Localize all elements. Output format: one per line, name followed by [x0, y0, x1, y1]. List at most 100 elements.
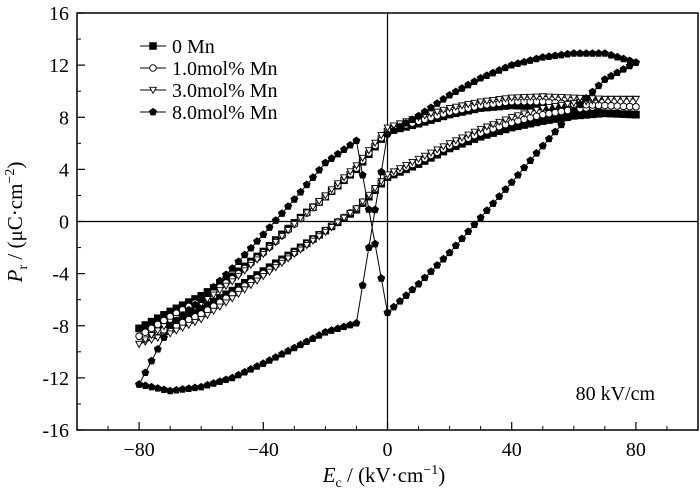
data-point [147, 382, 156, 391]
data-point [321, 228, 330, 237]
data-point [364, 147, 373, 155]
data-point [253, 237, 262, 245]
data-point [284, 346, 293, 355]
data-point [265, 244, 274, 253]
legend-item: 1.0mol% Mn [140, 58, 278, 80]
data-point [445, 140, 454, 148]
data-point [451, 137, 460, 145]
data-point [600, 49, 609, 57]
data-point [532, 118, 541, 127]
data-point [166, 330, 175, 338]
data-point [613, 68, 622, 77]
data-point [538, 93, 547, 101]
data-point [588, 49, 597, 57]
data-point [197, 316, 206, 324]
data-point [445, 90, 454, 99]
data-point [383, 124, 392, 132]
data-point [458, 234, 467, 243]
data-point [557, 94, 566, 102]
data-point [619, 102, 628, 111]
data-point [389, 122, 398, 130]
data-point [178, 311, 187, 319]
data-point [383, 308, 392, 317]
data-point [451, 87, 460, 96]
x-tick-label: −80 [123, 439, 154, 461]
data-point [402, 291, 411, 299]
data-point [333, 149, 342, 158]
legend-label: 8.0mol% Mn [172, 102, 278, 124]
data-point [557, 101, 566, 110]
data-point [290, 343, 299, 352]
data-point [489, 68, 498, 77]
data-point [420, 273, 429, 282]
data-point [489, 96, 498, 105]
data-point [259, 230, 268, 238]
data-point [346, 140, 355, 149]
data-point [327, 224, 336, 232]
data-point [545, 116, 553, 124]
data-point [426, 103, 435, 111]
data-point [482, 206, 491, 214]
y-tick-label: -16 [42, 420, 69, 442]
data-point [321, 192, 330, 200]
data-point [513, 112, 522, 120]
data-point [507, 94, 516, 102]
data-point [613, 102, 622, 110]
data-point [290, 221, 299, 229]
data-point [613, 52, 622, 61]
data-point [215, 303, 224, 311]
data-point [184, 384, 193, 392]
data-point [203, 289, 212, 297]
data-point [190, 383, 199, 392]
data-point [315, 233, 324, 241]
data-point [495, 118, 504, 127]
legend-label: 3.0mol% Mn [172, 80, 278, 102]
x-tick-label: 80 [626, 439, 646, 461]
data-point [190, 319, 200, 327]
data-point [371, 185, 380, 193]
data-point [557, 120, 566, 129]
data-point [383, 171, 392, 179]
legend: 0 Mn1.0mol% Mn3.0mol% Mn8.0mol% Mn [140, 36, 278, 124]
data-point [228, 295, 237, 303]
data-point [619, 95, 628, 104]
data-point [290, 250, 299, 259]
data-point [495, 96, 504, 104]
data-point [315, 198, 324, 206]
data-point [532, 93, 541, 101]
data-point [433, 261, 442, 269]
data-point [551, 51, 560, 60]
data-point [153, 320, 162, 329]
data-point [619, 110, 628, 118]
data-point [632, 110, 640, 119]
data-point [451, 241, 460, 250]
data-point [166, 321, 175, 330]
data-point [625, 61, 634, 70]
data-point [159, 385, 168, 393]
data-point [228, 278, 237, 286]
legend-item: 8.0mol% Mn [140, 102, 278, 124]
data-point [557, 50, 566, 59]
data-point [240, 250, 249, 259]
data-point [148, 107, 158, 116]
legend-label: 0 Mn [172, 36, 215, 58]
data-point [364, 243, 373, 251]
data-point [178, 324, 187, 333]
data-point [147, 356, 156, 365]
data-point [135, 332, 143, 340]
data-point [526, 108, 535, 117]
data-point [588, 87, 597, 96]
legend-item: 0 Mn [140, 36, 215, 58]
data-point [308, 334, 317, 342]
data-point [253, 277, 262, 285]
data-point [209, 291, 218, 299]
data-point [358, 154, 367, 163]
data-point [495, 192, 504, 200]
data-point [408, 285, 417, 294]
data-point [333, 219, 342, 227]
data-point [470, 99, 479, 108]
data-point [426, 267, 435, 275]
data-point [601, 109, 609, 118]
data-point [607, 71, 616, 80]
